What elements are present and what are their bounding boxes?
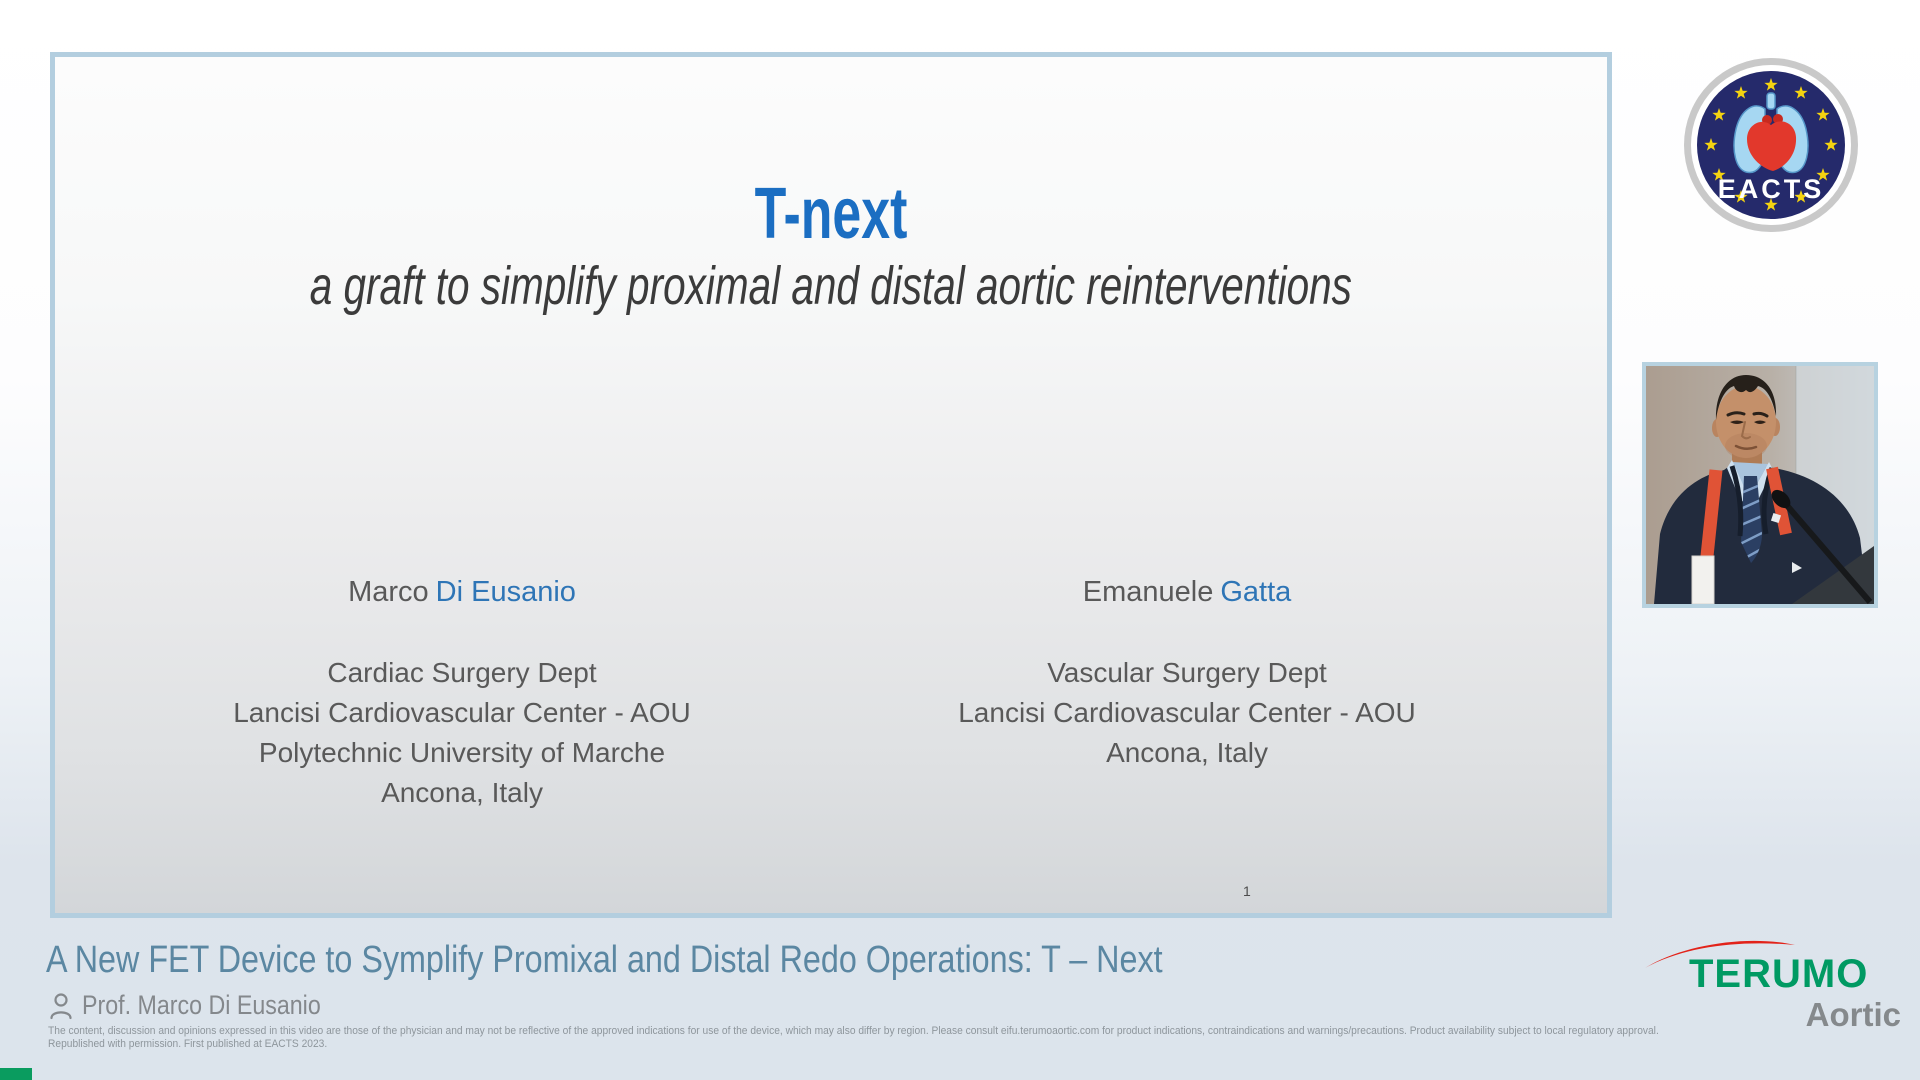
eacts-logo-icon: EACTS bbox=[1684, 58, 1858, 232]
disclaimer-line-2: Republished with permission. First publi… bbox=[48, 1037, 328, 1050]
slide-subtitle-row: a graft to simplify proximal and distal … bbox=[55, 255, 1607, 317]
affiliation-line: Lancisi Cardiovascular Center - AOU bbox=[233, 697, 691, 728]
author-last-name: Di Eusanio bbox=[435, 576, 576, 608]
eacts-logo-label: EACTS bbox=[1718, 174, 1825, 204]
disclaimer-line-1: The content, discussion and opinions exp… bbox=[48, 1025, 1659, 1037]
affiliation-line: Lancisi Cardiovascular Center - AOU bbox=[958, 697, 1416, 728]
presenter-name: Prof. Marco Di Eusanio bbox=[82, 990, 321, 1020]
terumo-aortic-logo: TERUMO Aortic bbox=[1645, 940, 1903, 1036]
heart-icon bbox=[1747, 114, 1797, 171]
terumo-wordmark: TERUMO bbox=[1689, 952, 1869, 996]
affiliation-line: Vascular Surgery Dept bbox=[1047, 657, 1327, 688]
affiliation-line: Polytechnic University of Marche bbox=[258, 737, 666, 768]
affiliation-line: Cardiac Surgery Dept bbox=[327, 657, 597, 688]
brand-color-mark bbox=[0, 1068, 32, 1080]
author-first-name: Emanuele bbox=[1082, 576, 1214, 608]
author-block-marco: Marco Di Eusanio Cardiac Surgery Dept Lan… bbox=[207, 575, 717, 813]
slide-title: T-next bbox=[754, 174, 908, 254]
video-title: A New FET Device to Symplify Promixal an… bbox=[46, 939, 1163, 981]
eacts-logo: EACTS bbox=[1683, 57, 1859, 233]
slide-title-row: T-next bbox=[55, 177, 1607, 251]
author-name: Marco Di Eusanio bbox=[207, 575, 717, 609]
speaker-photo bbox=[1642, 362, 1878, 608]
slide-page-number: 1 bbox=[1243, 883, 1251, 899]
author-first-name: Marco bbox=[348, 576, 429, 608]
slide-subtitle: a graft to simplify proximal and distal … bbox=[309, 256, 1353, 316]
terumo-aortic-label: Aortic bbox=[1805, 996, 1901, 1033]
author-block-emanuele: Emanuele Gatta Vascular Surgery Dept Lanc… bbox=[932, 575, 1442, 773]
affiliation-line: Ancona, Italy bbox=[381, 777, 543, 808]
disclaimer-text: The content, discussion and opinions exp… bbox=[48, 1025, 1659, 1050]
presenter-row: Prof. Marco Di Eusanio bbox=[48, 990, 360, 1021]
person-icon bbox=[50, 992, 72, 1019]
author-last-name: Gatta bbox=[1220, 576, 1292, 608]
speaker-photo-image bbox=[1646, 366, 1874, 604]
terumo-swoosh-icon bbox=[1645, 940, 1795, 968]
affiliation-line: Ancona, Italy bbox=[1106, 737, 1268, 768]
author-name: Emanuele Gatta bbox=[932, 575, 1442, 609]
presentation-slide: T-next a graft to simplify proximal and … bbox=[50, 52, 1612, 918]
